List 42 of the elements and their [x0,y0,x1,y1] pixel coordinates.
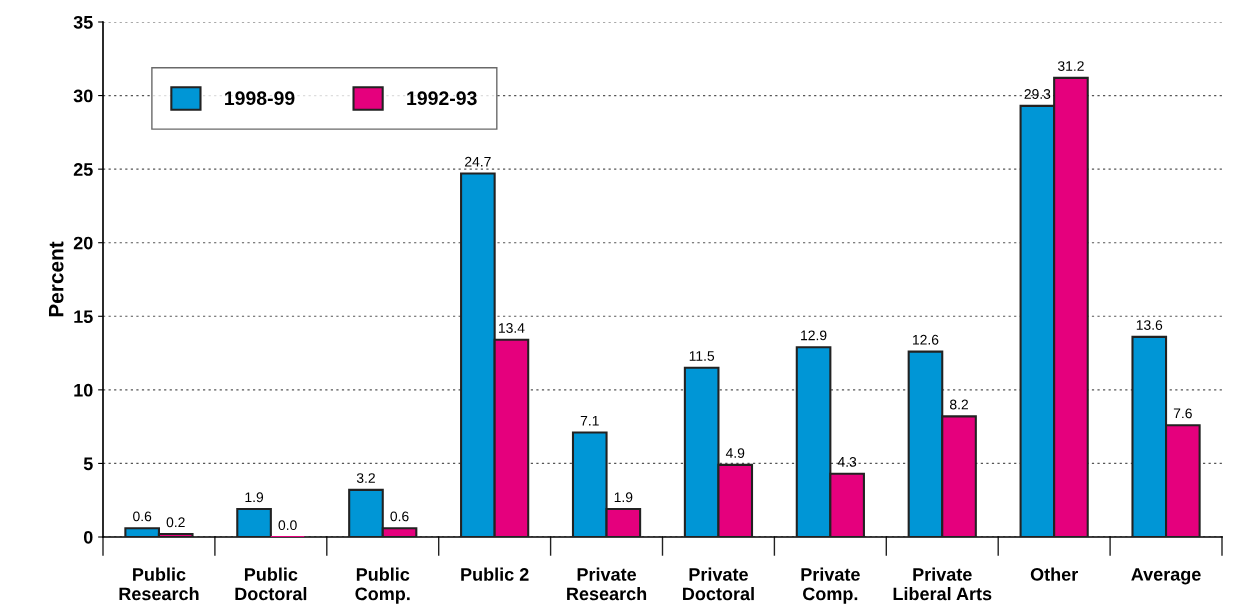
y-tick-label: 5 [83,457,93,471]
x-tick-label: Public Research [119,567,199,601]
data-label: 13.4 [498,323,525,333]
data-label: 4.3 [837,456,857,467]
data-label: 7.6 [1173,408,1192,419]
x-tick-label: Public 2 [461,567,529,581]
y-tick-label: 30 [73,89,93,103]
x-tick-label: Private Liberal Arts [893,567,992,601]
legend-label: 1992-93 [407,91,477,106]
y-axis-title: Percent [48,241,64,317]
data-label: 4.9 [725,448,745,458]
data-label: 31.2 [1057,61,1084,71]
data-label: 0.6 [390,511,409,522]
x-tick-label: Private Research [567,567,647,601]
data-label: 24.7 [465,156,491,167]
data-label: 7.1 [580,415,599,426]
data-label: 12.9 [801,330,827,341]
data-label: 1.9 [614,492,633,503]
bar [236,508,272,537]
y-tick-label: 25 [73,163,93,176]
y-tick-label: 35 [73,15,93,29]
legend-label: 1998-99 [225,91,295,106]
data-label: 0.2 [166,517,185,528]
x-tick-label: Other [1030,567,1078,581]
data-label: 3.2 [356,473,375,483]
y-tick-label: 10 [74,383,93,397]
x-tick-label: Private Comp. [801,567,860,604]
data-label: 0.6 [133,511,152,522]
y-tick-label: 0 [83,530,93,544]
x-tick-label: Public Comp. [355,567,410,604]
x-tick-label: Public Doctoral [235,567,307,601]
x-tick-label: Private Doctoral [683,567,754,601]
data-label: 13.6 [1136,320,1163,330]
data-label: 8.2 [949,399,968,410]
data-label: 11.5 [689,351,715,361]
data-label: 29.3 [1024,89,1051,99]
y-tick-label: 15 [74,310,93,324]
data-label: 12.6 [913,334,939,345]
data-label: 1.9 [245,492,264,503]
data-label: 0.0 [278,520,297,531]
y-tick-label: 20 [73,236,93,250]
x-tick-label: Average [1131,568,1201,585]
